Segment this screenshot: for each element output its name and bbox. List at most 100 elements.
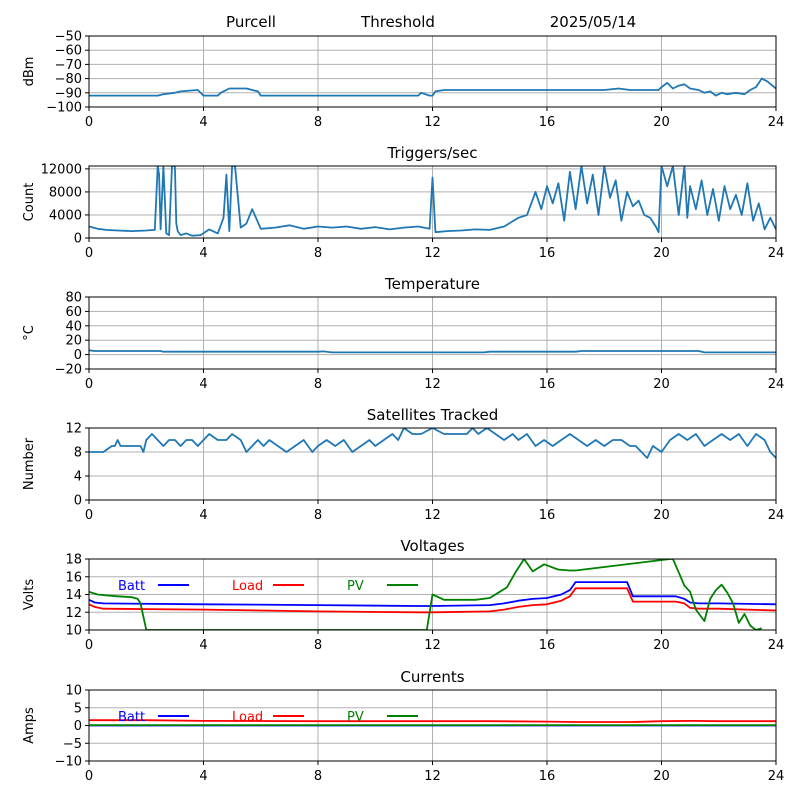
x-tick-label: 0	[85, 115, 93, 130]
series-group	[89, 77, 776, 97]
x-tick-label: 4	[199, 377, 207, 392]
x-tick-label: 16	[539, 246, 556, 261]
x-tick-label: 0	[85, 638, 93, 653]
x-tick-label: 0	[85, 769, 93, 784]
x-tick-label: 8	[314, 377, 322, 392]
panel-title: Triggers/sec	[387, 144, 478, 162]
panel-title: Currents	[400, 668, 464, 686]
y-tick-label: 4	[74, 470, 82, 485]
y-tick-label: 80	[65, 291, 82, 306]
x-tick-label: 12	[424, 377, 441, 392]
panel-triggers: 0 4 8 12 16 20 24 0 4000 8000 12000 Triggers/sec Cou…	[22, 144, 784, 261]
y-tick-label: 12	[65, 422, 82, 437]
figure-header: Purcell Threshold 2025/05/14	[226, 13, 636, 31]
legend-label: Load	[232, 710, 263, 725]
y-tick-label: −5	[63, 737, 82, 752]
series-group	[89, 428, 776, 459]
x-tick-label: 20	[653, 115, 670, 130]
x-tick-label: 16	[539, 508, 556, 523]
panel-signal: 0 4 8 12 16 20 24 −100−90−80−70−60−50 dBm	[22, 30, 784, 131]
y-tick-label: 10	[65, 624, 82, 639]
y-axis-label: Number	[22, 437, 37, 490]
panel-satellites: 0 4 8 12 16 20 24 0 4 8 12 Satellites Tracked Number	[22, 406, 784, 523]
y-tick-label: 12	[65, 606, 82, 621]
x-tick-label: 8	[314, 246, 322, 261]
x-tick-label: 16	[539, 638, 556, 653]
x-tick-label: 4	[199, 246, 207, 261]
x-tick-label: 4	[199, 115, 207, 130]
x-tick-label: 12	[424, 246, 441, 261]
y-axis-label: °C	[22, 325, 37, 341]
y-tick-label: −90	[55, 86, 82, 101]
y-tick-label: −10	[55, 755, 82, 770]
y-tick-label: 40	[65, 319, 82, 334]
y-tick-label: −80	[55, 72, 82, 87]
x-tick-label: 12	[424, 769, 441, 784]
x-tick-label: 20	[653, 769, 670, 784]
x-tick-label: 8	[314, 638, 322, 653]
x-tick-label: 12	[424, 508, 441, 523]
x-tick-label: 12	[424, 115, 441, 130]
panel-title: Temperature	[384, 275, 480, 293]
y-tick-label: 12000	[41, 162, 82, 177]
x-tick-label: 20	[653, 638, 670, 653]
y-tick-label: −20	[55, 363, 82, 378]
x-tick-label: 12	[424, 638, 441, 653]
x-tick-label: 24	[768, 246, 785, 261]
y-tick-label: 16	[65, 570, 82, 585]
x-tick-label: 8	[314, 769, 322, 784]
x-tick-label: 16	[539, 769, 556, 784]
y-axis-label: Count	[22, 183, 37, 222]
y-tick-label: −100	[46, 101, 82, 116]
panel-title: Satellites Tracked	[367, 406, 498, 424]
panel-voltages: 0 4 8 12 16 20 24 10 12 14 16 18 Voltages Volts Batt Lo…	[22, 537, 784, 653]
series-line	[89, 428, 776, 459]
x-tick-label: 4	[199, 638, 207, 653]
legend-label: Batt	[118, 710, 145, 725]
y-axis-label: Amps	[22, 707, 37, 744]
x-tick-label: 0	[85, 246, 93, 261]
x-tick-label: 24	[768, 508, 785, 523]
x-tick-label: 0	[85, 377, 93, 392]
x-tick-label: 20	[653, 246, 670, 261]
y-tick-label: 0	[74, 348, 82, 363]
y-tick-label: 4000	[49, 208, 82, 223]
series-group	[89, 349, 776, 354]
y-tick-label: −70	[55, 58, 82, 73]
y-axis-label: Volts	[22, 579, 37, 611]
panel-title: Voltages	[400, 537, 464, 555]
y-tick-label: 5	[74, 701, 82, 716]
series-line	[89, 166, 776, 237]
x-tick-label: 24	[768, 377, 785, 392]
legend-label: PV	[347, 710, 364, 725]
y-tick-label: 60	[65, 305, 82, 320]
series-line	[89, 349, 776, 354]
x-tick-label: 16	[539, 377, 556, 392]
axes-frame	[88, 427, 777, 501]
x-tick-label: 20	[653, 508, 670, 523]
legend-label: Batt	[118, 579, 145, 594]
y-tick-label: 0	[74, 494, 82, 509]
series-line-load	[89, 587, 776, 614]
axes-frame	[88, 35, 777, 108]
axes-frame	[88, 165, 777, 239]
y-tick-label: 0	[74, 719, 82, 734]
x-tick-label: 24	[768, 638, 785, 653]
x-tick-label: 4	[199, 769, 207, 784]
x-tick-label: 24	[768, 769, 785, 784]
y-tick-label: 0	[74, 232, 82, 247]
series-line-pv	[89, 559, 762, 630]
legend-label: PV	[347, 579, 364, 594]
series-group	[89, 166, 776, 237]
y-tick-label: 8000	[49, 185, 82, 200]
series-line-batt	[89, 581, 776, 607]
header-station: Purcell	[226, 13, 276, 31]
y-tick-label: −50	[55, 30, 82, 45]
y-tick-label: 10	[65, 684, 82, 699]
y-axis-label: dBm	[22, 57, 37, 87]
header-date: 2025/05/14	[550, 13, 636, 31]
